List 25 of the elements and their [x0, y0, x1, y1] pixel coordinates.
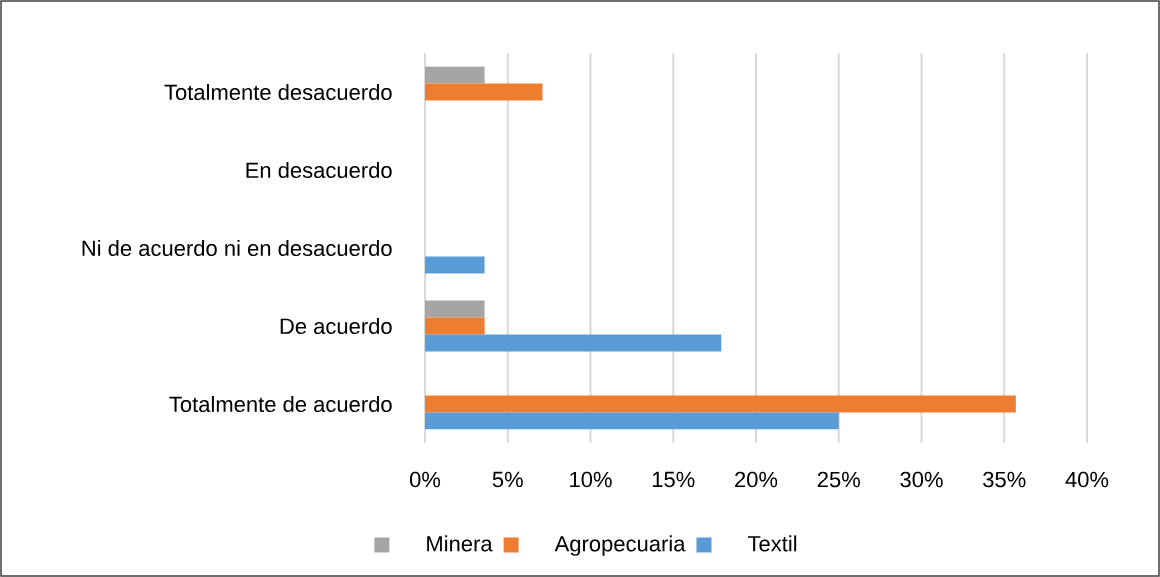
bar [425, 317, 485, 335]
bar [425, 334, 722, 352]
x-tick-label: 10% [570, 471, 612, 488]
y-tick-label: De acuerdo [280, 317, 392, 335]
legend-label: Textil [747, 535, 797, 552]
bar [425, 66, 485, 84]
x-tick-label: 40% [1065, 471, 1109, 488]
x-tick-label: 25% [817, 471, 860, 488]
x-tick-label: 35% [983, 471, 1026, 488]
y-tick-label: Totalmente desacuerdo [164, 83, 392, 101]
bar [425, 83, 543, 101]
x-tick-label: 30% [900, 471, 943, 488]
x-tick-label: 5% [492, 471, 523, 488]
x-tick-label: 15% [652, 471, 695, 488]
y-tick-label: En desacuerdo [246, 161, 392, 179]
x-tick-label: 0% [409, 471, 441, 488]
x-tick-label: 20% [735, 471, 778, 488]
bar [425, 395, 1016, 413]
bar [425, 300, 485, 318]
legend-label: Minera [427, 535, 493, 552]
bar [425, 256, 485, 274]
y-tick-label: Totalmente de acuerdo [169, 395, 392, 413]
legend-label: Agropecuaria [554, 535, 686, 556]
y-tick-label: Ni de acuerdo ni en desacuerdo [82, 239, 392, 257]
bar [425, 412, 839, 430]
